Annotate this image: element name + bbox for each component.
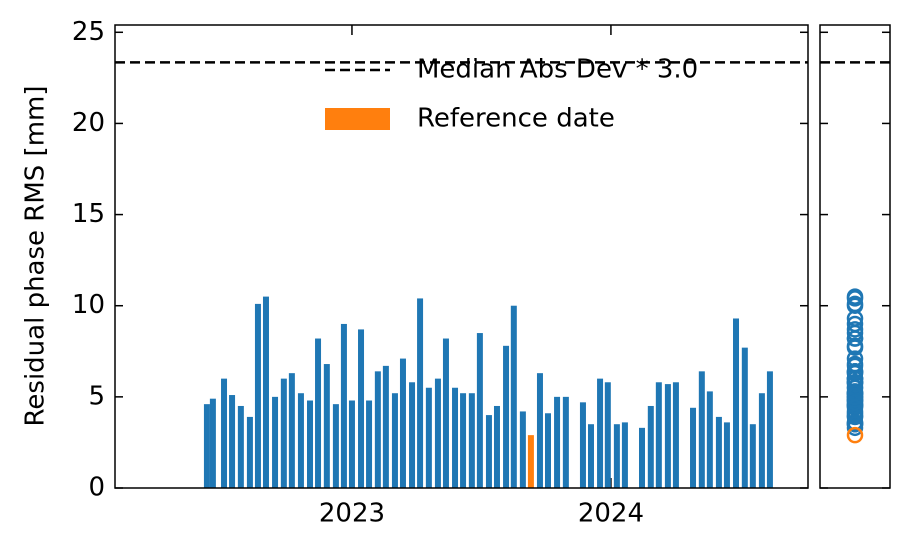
bar (434, 378, 441, 488)
bar (655, 382, 662, 488)
bar (562, 396, 569, 488)
bar (288, 373, 295, 488)
bar (639, 427, 646, 488)
bar (723, 422, 730, 488)
bar (229, 395, 236, 488)
distribution-point (846, 408, 864, 426)
bar (348, 400, 355, 488)
distribution-point (846, 374, 864, 391)
bar (544, 413, 551, 488)
bar (597, 378, 604, 488)
bar (442, 338, 449, 488)
bar (307, 400, 314, 488)
distribution-point (846, 290, 864, 307)
bar (766, 371, 773, 488)
bar (374, 371, 381, 488)
axes-frame (819, 24, 891, 489)
bar (554, 396, 561, 488)
bar (237, 405, 244, 488)
bar (758, 393, 765, 488)
distribution-point (846, 310, 864, 327)
bar (358, 329, 365, 488)
distribution-point (846, 330, 864, 347)
bar (733, 318, 740, 488)
bar (417, 298, 424, 488)
bar (749, 424, 756, 488)
bar (315, 338, 322, 488)
bar (399, 358, 406, 488)
distribution-point (846, 426, 864, 444)
bar (262, 296, 269, 488)
x-tick-label: 2023 (319, 499, 385, 529)
x-tick-label: 2024 (578, 499, 644, 529)
y-tick-label: 5 (88, 381, 105, 411)
distribution-point (846, 384, 864, 402)
bar (203, 404, 210, 488)
bar (587, 424, 594, 488)
bar (527, 435, 534, 488)
bar (715, 416, 722, 488)
y-axis-label: Residual phase RMS [mm] (21, 86, 51, 427)
bar (254, 303, 261, 488)
bar (209, 398, 216, 488)
bar (579, 402, 586, 488)
distribution-point (846, 363, 864, 380)
bar (493, 405, 500, 488)
distribution-point (846, 339, 864, 356)
bar (519, 411, 526, 488)
bar (425, 387, 432, 488)
bar (698, 371, 705, 488)
legend-label: Median Abs Dev * 3.0 (417, 55, 698, 85)
bar (503, 345, 510, 488)
bar (510, 305, 517, 488)
bar (340, 323, 347, 488)
y-tick-label: 0 (88, 473, 105, 503)
legend-swatch (325, 108, 390, 130)
y-tick-label: 20 (72, 108, 105, 138)
bar (221, 378, 228, 488)
bar (409, 382, 416, 488)
bar (664, 384, 671, 488)
bar (476, 333, 483, 488)
bar (536, 373, 543, 488)
axes-frame (114, 24, 809, 489)
bar (672, 382, 679, 488)
bar (613, 424, 620, 488)
bar (332, 404, 339, 488)
bar (280, 378, 287, 488)
legend-label: Reference date (417, 104, 615, 134)
distribution-point (846, 415, 864, 433)
bar (647, 405, 654, 488)
bar (706, 391, 713, 488)
bar (690, 407, 697, 488)
y-tick-label: 15 (72, 199, 105, 229)
bar (246, 416, 253, 488)
y-tick-label: 10 (72, 290, 105, 320)
bar (382, 365, 389, 488)
bar (297, 393, 304, 488)
bar (452, 387, 459, 488)
y-tick-label: 25 (72, 17, 105, 47)
bar (323, 364, 330, 488)
bar (366, 400, 373, 488)
bar (621, 422, 628, 488)
bar (741, 347, 748, 488)
bar (460, 393, 467, 488)
bar (272, 396, 279, 488)
bar (468, 393, 475, 488)
bar (604, 382, 611, 488)
bar (391, 393, 398, 488)
bar (485, 415, 492, 488)
